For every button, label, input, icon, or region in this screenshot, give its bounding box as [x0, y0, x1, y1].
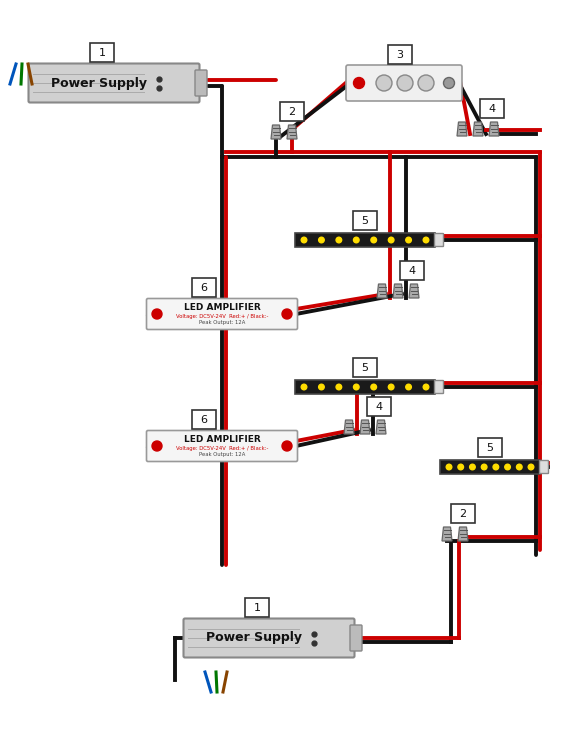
Circle shape	[406, 384, 412, 390]
Circle shape	[152, 309, 162, 319]
Text: 3: 3	[396, 50, 403, 60]
Circle shape	[388, 384, 394, 390]
FancyBboxPatch shape	[400, 261, 424, 280]
FancyBboxPatch shape	[146, 430, 298, 462]
Circle shape	[458, 464, 463, 470]
Polygon shape	[393, 284, 403, 298]
FancyBboxPatch shape	[245, 598, 269, 617]
Circle shape	[336, 384, 341, 390]
Circle shape	[493, 464, 499, 470]
Circle shape	[353, 237, 359, 243]
Circle shape	[388, 237, 394, 243]
Text: 5: 5	[487, 443, 494, 453]
Circle shape	[423, 384, 429, 390]
Polygon shape	[489, 122, 499, 136]
Polygon shape	[360, 420, 370, 434]
Circle shape	[481, 464, 487, 470]
Text: 5: 5	[361, 363, 368, 373]
Circle shape	[418, 75, 434, 91]
Polygon shape	[377, 284, 387, 298]
FancyBboxPatch shape	[367, 397, 391, 416]
Circle shape	[406, 237, 412, 243]
Text: 2: 2	[288, 107, 296, 117]
Polygon shape	[344, 420, 354, 434]
FancyBboxPatch shape	[295, 380, 435, 394]
Text: Peak Output: 12A: Peak Output: 12A	[199, 452, 245, 457]
FancyBboxPatch shape	[434, 381, 443, 393]
Polygon shape	[457, 122, 467, 136]
Text: Power Supply: Power Supply	[206, 631, 302, 645]
Circle shape	[282, 441, 292, 451]
Text: 6: 6	[201, 415, 207, 425]
Circle shape	[443, 77, 454, 88]
Circle shape	[516, 464, 522, 470]
FancyBboxPatch shape	[478, 438, 502, 457]
FancyBboxPatch shape	[350, 625, 362, 651]
Circle shape	[528, 464, 534, 470]
FancyBboxPatch shape	[353, 358, 377, 377]
Polygon shape	[473, 122, 483, 136]
Circle shape	[371, 237, 377, 243]
Text: 4: 4	[488, 104, 495, 114]
FancyBboxPatch shape	[192, 410, 216, 429]
Polygon shape	[458, 527, 468, 541]
FancyBboxPatch shape	[353, 211, 377, 230]
FancyBboxPatch shape	[440, 460, 540, 474]
FancyBboxPatch shape	[388, 45, 412, 64]
Circle shape	[301, 384, 307, 390]
FancyBboxPatch shape	[346, 65, 462, 101]
FancyBboxPatch shape	[195, 70, 207, 96]
Text: LED AMPLIFIER: LED AMPLIFIER	[184, 303, 260, 312]
Circle shape	[301, 237, 307, 243]
Circle shape	[376, 75, 392, 91]
Circle shape	[282, 309, 292, 319]
Circle shape	[319, 237, 324, 243]
FancyBboxPatch shape	[434, 234, 443, 246]
Text: 1: 1	[254, 603, 260, 613]
FancyBboxPatch shape	[90, 43, 114, 62]
Circle shape	[505, 464, 510, 470]
Text: 4: 4	[376, 402, 382, 412]
Circle shape	[353, 77, 364, 88]
Circle shape	[470, 464, 475, 470]
FancyBboxPatch shape	[184, 619, 355, 657]
Polygon shape	[442, 527, 452, 541]
FancyBboxPatch shape	[451, 504, 475, 523]
FancyBboxPatch shape	[480, 99, 504, 118]
Circle shape	[446, 464, 452, 470]
Text: 2: 2	[459, 509, 467, 519]
Circle shape	[397, 75, 413, 91]
Text: 5: 5	[361, 216, 368, 226]
Circle shape	[336, 237, 341, 243]
FancyBboxPatch shape	[539, 461, 548, 473]
Polygon shape	[271, 125, 281, 139]
Circle shape	[423, 237, 429, 243]
FancyBboxPatch shape	[280, 102, 304, 121]
Text: Peak Output: 12A: Peak Output: 12A	[199, 320, 245, 325]
Circle shape	[353, 384, 359, 390]
FancyBboxPatch shape	[28, 64, 200, 102]
Polygon shape	[376, 420, 386, 434]
Text: 4: 4	[409, 266, 416, 276]
Text: 6: 6	[201, 283, 207, 293]
Text: Power Supply: Power Supply	[51, 76, 147, 90]
Text: 1: 1	[99, 48, 106, 58]
Polygon shape	[409, 284, 419, 298]
Polygon shape	[287, 125, 297, 139]
Circle shape	[152, 441, 162, 451]
FancyBboxPatch shape	[295, 233, 435, 247]
Circle shape	[319, 384, 324, 390]
FancyBboxPatch shape	[192, 278, 216, 297]
Circle shape	[371, 384, 377, 390]
Text: Voltage: DC5V-24V  Red:+ / Black:-: Voltage: DC5V-24V Red:+ / Black:-	[176, 314, 268, 319]
Text: LED AMPLIFIER: LED AMPLIFIER	[184, 436, 260, 444]
Text: Voltage: DC5V-24V  Red:+ / Black:-: Voltage: DC5V-24V Red:+ / Black:-	[176, 446, 268, 450]
FancyBboxPatch shape	[146, 298, 298, 329]
